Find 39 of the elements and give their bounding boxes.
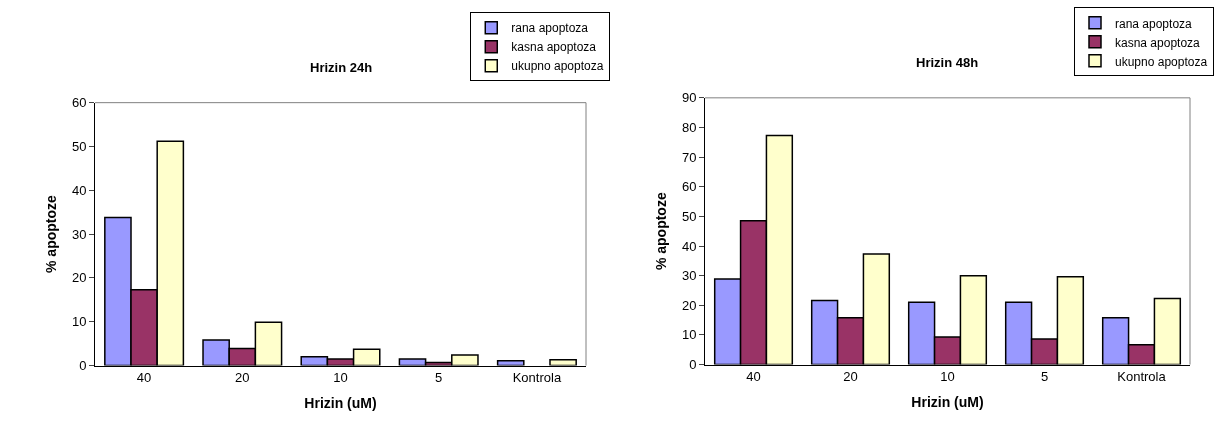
- x-tick-label: 10: [333, 370, 348, 386]
- x-tick-label: Kontrola: [512, 370, 562, 386]
- x-tick-label: 20: [235, 370, 250, 386]
- legend-label: kasna apoptoza: [1115, 35, 1201, 50]
- x-tick-label: 5: [435, 370, 443, 386]
- y-tick-label: 60: [681, 179, 697, 195]
- legend-label: rana apoptoza: [511, 21, 589, 36]
- y-tick-label: 80: [681, 120, 697, 136]
- x-tick-label: 10: [940, 369, 955, 385]
- legend-label: ukupno apoptoza: [511, 59, 604, 74]
- y-tick-label: 50: [71, 139, 87, 155]
- x-tick-label: Kontrola: [1117, 369, 1167, 385]
- x-tick-label: 5: [1040, 369, 1049, 385]
- y-tick-label: 40: [71, 182, 87, 198]
- chart-title: Hrizin 24h: [310, 60, 373, 75]
- legend-label: kasna apoptoza: [511, 40, 597, 55]
- legend-label: rana apoptoza: [1115, 16, 1193, 31]
- y-axis-title: % apoptoze: [42, 194, 59, 273]
- y-tick-label: 70: [681, 149, 697, 165]
- y-tick-label: 40: [681, 238, 697, 254]
- y-tick-label: 60: [71, 95, 87, 111]
- y-tick-label: 0: [689, 357, 697, 373]
- y-tick-label: 20: [71, 270, 87, 286]
- y-tick-label: 0: [79, 358, 87, 374]
- y-tick-label: 10: [681, 327, 697, 343]
- y-tick-label: 30: [71, 226, 87, 242]
- x-axis-title: Hrizin (uM): [911, 394, 984, 411]
- y-tick-label: 20: [681, 297, 697, 313]
- legend-label: ukupno apoptoza: [1115, 54, 1208, 69]
- x-tick-label: 40: [136, 370, 152, 386]
- y-tick-label: 30: [681, 268, 697, 284]
- x-axis-title: Hrizin (uM): [304, 395, 377, 412]
- y-axis-title: % apoptoze: [652, 192, 669, 271]
- x-tick-label: 20: [843, 369, 858, 385]
- chart-title: Hrizin 48h: [916, 55, 979, 70]
- y-tick-label: 10: [71, 314, 87, 330]
- y-tick-label: 50: [681, 208, 697, 224]
- x-tick-label: 40: [746, 369, 761, 385]
- y-tick-label: 90: [681, 90, 697, 106]
